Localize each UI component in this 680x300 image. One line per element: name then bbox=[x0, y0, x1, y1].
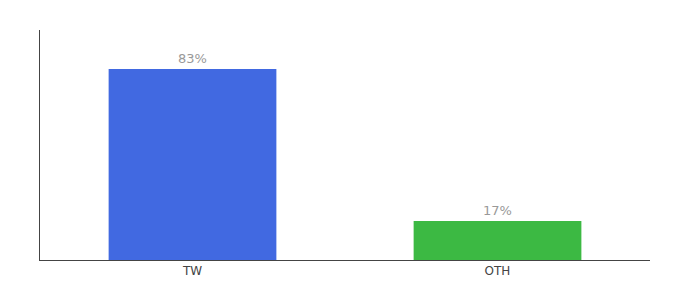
svg-text:83%: 83% bbox=[178, 51, 207, 66]
svg-text:OTH: OTH bbox=[485, 264, 511, 278]
svg-text:TW: TW bbox=[182, 264, 202, 278]
svg-text:17%: 17% bbox=[483, 203, 512, 218]
